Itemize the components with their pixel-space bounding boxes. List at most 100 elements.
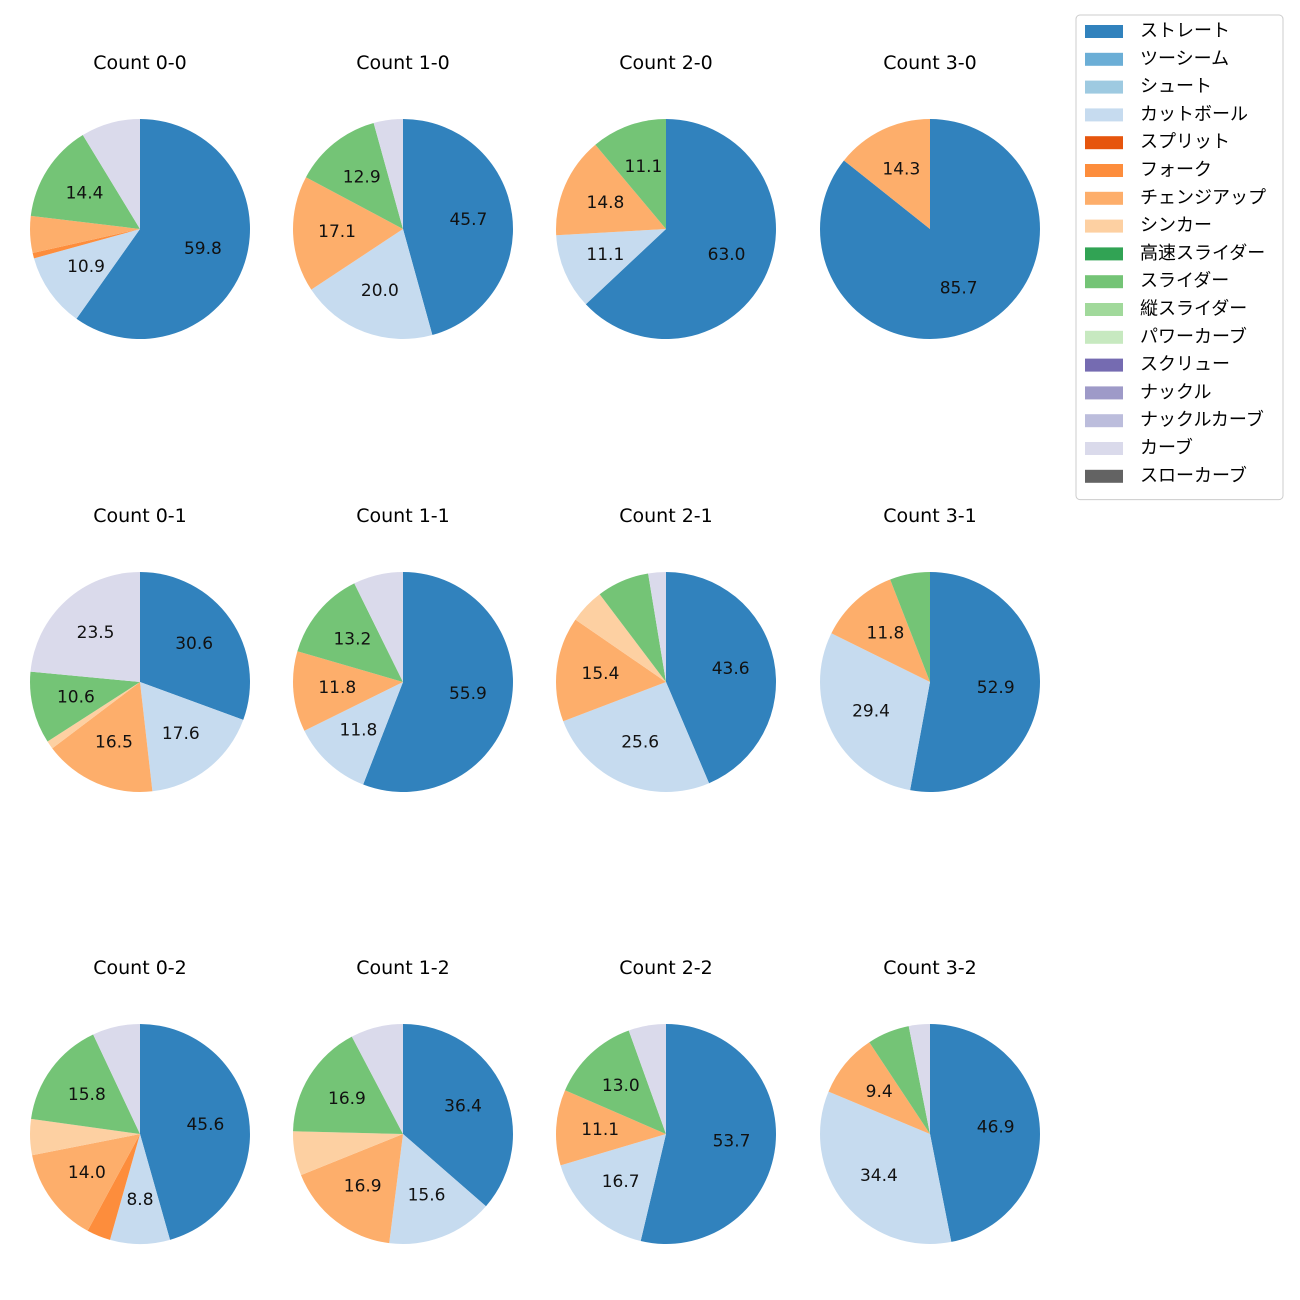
legend-swatch	[1085, 247, 1123, 261]
pie-chart: Count 0-2 45.6 8.8 14.0 15.8	[30, 957, 250, 1244]
slice-label: 14.4	[66, 183, 104, 203]
pie-slice	[820, 1091, 952, 1244]
legend-label: チェンジアップ	[1140, 187, 1266, 208]
slice-label: 15.8	[68, 1085, 106, 1105]
pie-slice	[300, 1134, 403, 1244]
slice-label: 36.4	[444, 1097, 482, 1117]
legend-swatch	[1085, 25, 1123, 38]
legend-swatch	[1085, 191, 1123, 205]
legend-swatch	[1085, 80, 1123, 94]
pie-slice	[563, 682, 710, 793]
pie-slice	[140, 572, 250, 720]
legend-swatch	[1085, 303, 1123, 316]
pie-slice	[52, 682, 153, 793]
legend-label: スクリュー	[1140, 354, 1230, 375]
pie-slice	[109, 1134, 171, 1244]
pie-chart: Count 1-0 45.7 20.0 17.1 12.9	[293, 52, 514, 340]
pie-slice	[908, 1024, 930, 1134]
legend-swatch	[1085, 330, 1123, 344]
slice-label: 11.1	[586, 245, 624, 265]
slice-label: 10.9	[67, 257, 105, 277]
legend-label: ツーシーム	[1140, 48, 1229, 69]
pie-charts: Count 0-0 59.8 10.9 14.4 Count 1-0 45.7 20.0 17…	[29, 52, 1041, 1244]
legend-label: フォーク	[1140, 160, 1212, 181]
slice-label: 14.8	[587, 193, 625, 213]
slice-label: 53.7	[713, 1132, 751, 1152]
pie-slice	[403, 119, 514, 336]
pie-slice	[828, 1042, 930, 1134]
slice-label: 55.9	[449, 684, 487, 704]
pie-chart: Count 1-2 36.4 15.6 16.9 16.9	[292, 957, 513, 1244]
pie-slice	[305, 122, 403, 229]
legend-label: 高速スライダー	[1140, 243, 1265, 264]
slice-label: 13.0	[602, 1076, 640, 1096]
pie-slice	[87, 1134, 140, 1240]
legend-label: パワーカーブ	[1140, 325, 1247, 347]
pie-title: Count 3-0	[883, 52, 977, 74]
legend-label: スプリット	[1140, 132, 1230, 153]
legend-label: カットボール	[1140, 104, 1248, 125]
pie-chart: Count 2-1 43.6 25.6 15.4	[555, 505, 777, 793]
slice-label: 25.6	[621, 733, 659, 753]
pie-slice	[30, 1118, 141, 1156]
legend-label: ストレート	[1140, 21, 1230, 42]
pie-chart: Count 3-0 85.7 14.3	[820, 52, 1041, 340]
slice-label: 13.2	[333, 630, 371, 650]
slice-label: 16.5	[95, 733, 133, 753]
pie-slice	[389, 1134, 486, 1244]
legend-frame	[1075, 14, 1284, 501]
slice-label: 11.1	[625, 157, 663, 177]
pie-chart: Count 2-063.011.114.811.1	[556, 52, 776, 339]
pie-slice	[140, 1024, 250, 1240]
pie-slice	[555, 1090, 666, 1166]
pie-slice	[820, 119, 1041, 340]
pie-chart: Count 3-2 46.9 34.4 9.4	[820, 957, 1040, 1244]
legend-label: 縦スライダー	[1140, 299, 1247, 320]
pie-slice	[30, 135, 141, 229]
slice-label: 29.4	[852, 702, 890, 722]
slice-label: 15.4	[582, 664, 620, 684]
pie-chart: Count 0-0 59.8 10.9 14.4	[29, 52, 250, 339]
legend-swatch	[1085, 219, 1123, 233]
pie-title: Count 1-1	[356, 505, 450, 527]
pie-slice	[843, 118, 930, 229]
slice-label: 46.9	[977, 1118, 1015, 1138]
legend-label: ナックルカーブ	[1140, 409, 1264, 431]
legend-swatch	[1085, 386, 1123, 400]
pie-slice	[363, 572, 513, 792]
slice-label: 30.6	[175, 634, 213, 654]
pie-slice	[351, 1024, 403, 1134]
slice-label: 43.6	[712, 659, 750, 679]
pie-slice	[595, 119, 666, 229]
slice-label: 12.9	[343, 167, 381, 187]
pie-slice	[33, 229, 140, 319]
legend-swatch	[1085, 414, 1123, 428]
pie-slice	[293, 1036, 403, 1134]
pie-slice	[560, 1134, 666, 1242]
pie-slice	[373, 119, 403, 229]
slice-label: 14.3	[882, 160, 920, 180]
slice-label: 16.7	[602, 1172, 640, 1192]
pie-slice	[82, 119, 140, 229]
slice-label: 34.4	[860, 1166, 898, 1186]
pie-slice	[890, 572, 930, 682]
slice-label: 17.1	[318, 222, 356, 242]
legend-swatch	[1085, 275, 1123, 289]
pie-slice	[293, 177, 403, 290]
pie-title: Count 0-1	[93, 505, 187, 527]
pie-title: Count 3-1	[883, 505, 977, 527]
pie-slice	[666, 572, 777, 784]
pie-title: Count 3-2	[883, 957, 977, 979]
legend-swatch	[1085, 358, 1123, 372]
slice-label: 63.0	[708, 245, 746, 265]
legend: ストレートツーシームシュートカットボールスプリットフォークチェンジアップシンカー…	[1075, 14, 1284, 501]
pie-slice	[575, 594, 666, 682]
slice-label: 17.6	[162, 724, 200, 744]
slice-label: 59.8	[184, 239, 222, 259]
pie-slice	[403, 1024, 513, 1207]
pie-slice	[869, 1026, 930, 1134]
legend-swatch	[1085, 136, 1123, 150]
slice-label: 16.9	[328, 1089, 366, 1109]
slice-label: 23.5	[77, 623, 115, 643]
